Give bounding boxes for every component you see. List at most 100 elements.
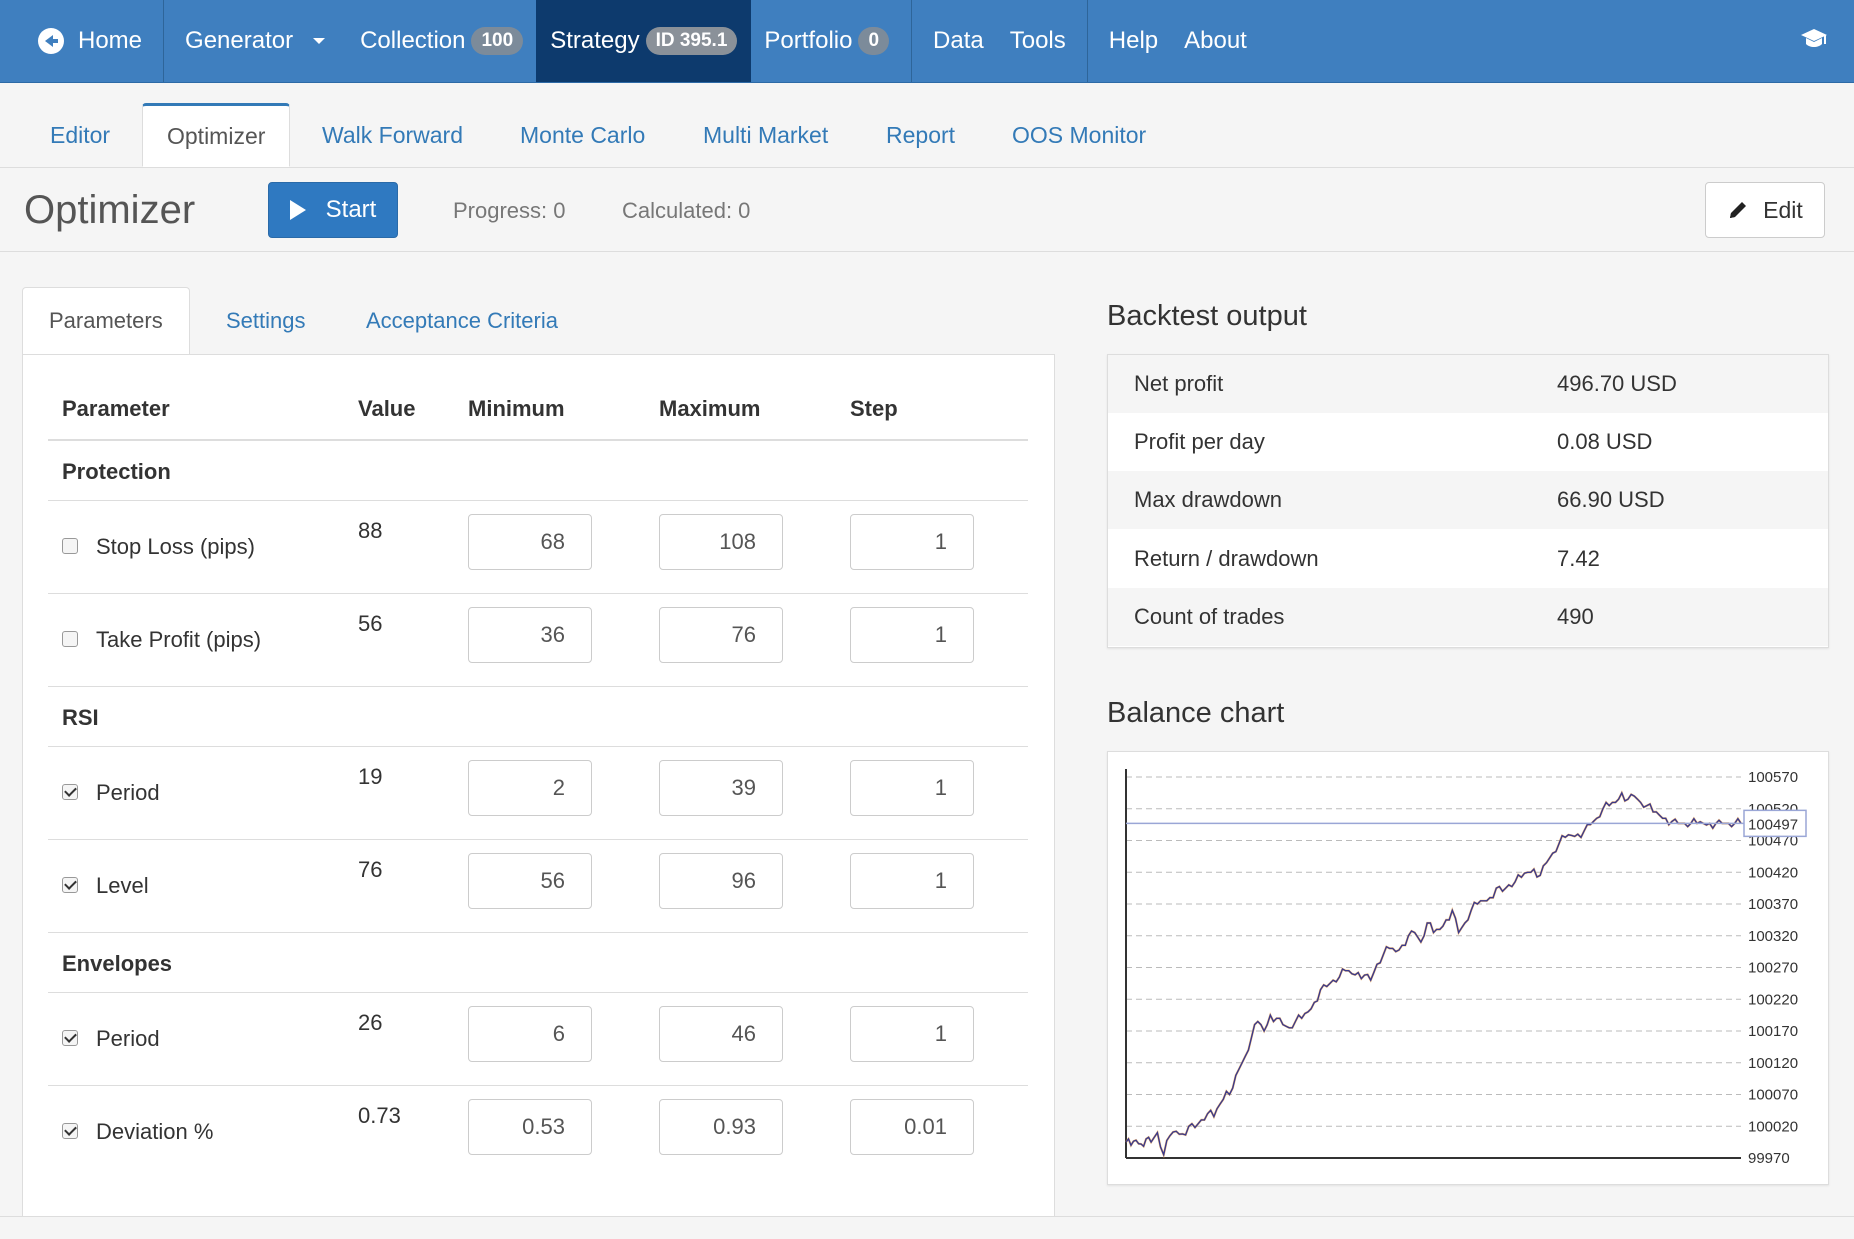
stop-loss-max-input[interactable]: 108 bbox=[659, 514, 783, 570]
nav-data[interactable]: Data bbox=[933, 27, 984, 54]
tab-report[interactable]: Report bbox=[886, 122, 956, 148]
backtest-output-title: Backtest output bbox=[1107, 300, 1307, 332]
balance-line-shadow bbox=[1125, 790, 1742, 1159]
rsi-level-max-input[interactable]: 96 bbox=[659, 853, 783, 909]
graduation-cap-icon[interactable] bbox=[1800, 27, 1828, 51]
col-header-minimum: Minimum bbox=[468, 396, 565, 421]
nav-tools[interactable]: Tools bbox=[1009, 27, 1066, 54]
tab-walk-forward[interactable]: Walk Forward bbox=[322, 122, 463, 148]
nav-group-home: Home bbox=[0, 0, 165, 82]
stat-value: 7.42 bbox=[1557, 546, 1600, 571]
tab-settings[interactable]: Settings bbox=[226, 308, 306, 333]
take-profit-min-input[interactable]: 36 bbox=[468, 607, 592, 663]
take-profit-step-input[interactable]: 1 bbox=[850, 607, 974, 663]
calculated-status: Calculated: 0 bbox=[622, 198, 751, 223]
stat-label: Profit per day bbox=[1134, 429, 1265, 454]
tab-parameters[interactable]: Parameters bbox=[22, 287, 190, 355]
tab-optimizer[interactable]: Optimizer bbox=[142, 103, 291, 167]
deviation-min-input[interactable]: 0.53 bbox=[468, 1099, 592, 1155]
nav-group-main: Generator Collection 100 Strategy ID 395… bbox=[164, 0, 913, 82]
rsi-level-step-input[interactable]: 1 bbox=[850, 853, 974, 909]
header-divider bbox=[48, 439, 1028, 441]
edit-button-label: Edit bbox=[1763, 196, 1803, 223]
nav-strategy[interactable]: Strategy ID 395.1 bbox=[536, 0, 752, 82]
col-header-parameter: Parameter bbox=[62, 396, 170, 421]
take-profit-checkbox[interactable] bbox=[62, 631, 78, 647]
row-divider bbox=[48, 746, 1028, 747]
deviation-max-input[interactable]: 0.93 bbox=[659, 1099, 783, 1155]
strategy-subtabs: Editor Optimizer Walk Forward Monte Carl… bbox=[0, 83, 1854, 168]
strategy-id-badge: ID 395.1 bbox=[645, 27, 738, 55]
y-tick-label: 100370 bbox=[1748, 896, 1798, 913]
envelopes-period-max-input[interactable]: 46 bbox=[659, 1006, 783, 1062]
optimizer-toolbar: Optimizer Start Progress: 0 Calculated: … bbox=[0, 168, 1854, 252]
nav-help[interactable]: Help bbox=[1108, 27, 1159, 54]
stat-row: Return / drawdown 7.42 bbox=[1108, 530, 1828, 588]
envelopes-period-min-input[interactable]: 6 bbox=[468, 1006, 592, 1062]
nav-portfolio[interactable]: Portfolio 0 bbox=[751, 0, 911, 82]
take-profit-max-input[interactable]: 76 bbox=[659, 607, 783, 663]
param-label: Period bbox=[96, 1026, 160, 1051]
tab-multi-market[interactable]: Multi Market bbox=[703, 122, 829, 148]
start-button[interactable]: Start bbox=[268, 182, 398, 238]
stop-loss-step-input[interactable]: 1 bbox=[850, 514, 974, 570]
stat-value: 490 bbox=[1557, 604, 1594, 629]
y-tick-label: 100420 bbox=[1748, 864, 1798, 881]
stat-row: Max drawdown 66.90 USD bbox=[1108, 471, 1828, 529]
rsi-period-checkbox[interactable] bbox=[62, 784, 78, 800]
tab-editor[interactable]: Editor bbox=[50, 122, 111, 148]
row-divider bbox=[48, 686, 1028, 687]
nav-home[interactable]: Home bbox=[26, 0, 155, 82]
nav-strategy-label: Strategy bbox=[550, 27, 640, 54]
rsi-period-min-input[interactable]: 2 bbox=[468, 760, 592, 816]
param-value: 88 bbox=[358, 518, 383, 543]
balance-chart-panel: 100570 100520 100470 100420 100370 100320 1002… bbox=[1107, 751, 1829, 1185]
edit-button[interactable]: Edit bbox=[1705, 182, 1825, 238]
param-label: Level bbox=[96, 873, 149, 898]
param-value: 76 bbox=[358, 857, 383, 882]
rsi-period-max-input[interactable]: 39 bbox=[659, 760, 783, 816]
stat-label: Count of trades bbox=[1134, 604, 1285, 629]
stat-value: 0.08 USD bbox=[1557, 429, 1653, 454]
rsi-level-checkbox[interactable] bbox=[62, 877, 78, 893]
stat-row: Net profit 496.70 USD bbox=[1108, 355, 1828, 413]
y-tick-label: 100270 bbox=[1748, 960, 1798, 977]
param-value: 56 bbox=[358, 611, 383, 636]
tab-oos-monitor[interactable]: OOS Monitor bbox=[1012, 122, 1147, 148]
row-divider bbox=[48, 1085, 1028, 1086]
col-header-step: Step bbox=[850, 396, 898, 421]
balance-chart-title: Balance chart bbox=[1107, 697, 1285, 729]
row-divider bbox=[48, 992, 1028, 993]
y-tick-label: 100220 bbox=[1748, 991, 1798, 1008]
stat-value: 496.70 USD bbox=[1557, 371, 1677, 396]
stop-loss-min-input[interactable]: 68 bbox=[468, 514, 592, 570]
y-tick-label: 100120 bbox=[1748, 1055, 1798, 1072]
nav-generator-label: Generator bbox=[185, 27, 294, 54]
balance-chart[interactable]: 1005701005201004701004201003701003201002… bbox=[1108, 752, 1828, 1184]
stat-label: Net profit bbox=[1134, 371, 1224, 396]
y-tick-label: 99970 bbox=[1748, 1150, 1790, 1167]
pencil-icon bbox=[1730, 202, 1747, 218]
chevron-down-icon[interactable] bbox=[313, 38, 326, 44]
tab-monte-carlo[interactable]: Monte Carlo bbox=[520, 122, 646, 148]
deviation-checkbox[interactable] bbox=[62, 1123, 78, 1139]
nav-portfolio-label: Portfolio bbox=[764, 27, 853, 54]
nav-about[interactable]: About bbox=[1184, 27, 1247, 54]
y-tick-label: 100020 bbox=[1748, 1118, 1798, 1135]
stop-loss-checkbox[interactable] bbox=[62, 538, 78, 554]
envelopes-period-step-input[interactable]: 1 bbox=[850, 1006, 974, 1062]
rsi-period-step-input[interactable]: 1 bbox=[850, 760, 974, 816]
deviation-step-input[interactable]: 0.01 bbox=[850, 1099, 974, 1155]
footer-strip bbox=[0, 1216, 1854, 1239]
nav-generator[interactable]: Generator bbox=[164, 0, 338, 82]
col-header-maximum: Maximum bbox=[659, 396, 761, 421]
rsi-level-min-input[interactable]: 56 bbox=[468, 853, 592, 909]
envelopes-period-checkbox[interactable] bbox=[62, 1030, 78, 1046]
nav-collection[interactable]: Collection 100 bbox=[338, 0, 536, 82]
backtest-stats-table: Net profit 496.70 USD Profit per day 0.0… bbox=[1107, 354, 1829, 648]
y-tick-label: 100170 bbox=[1748, 1023, 1798, 1040]
param-value: 0.73 bbox=[358, 1103, 401, 1128]
current-value-label: 100497 bbox=[1748, 816, 1798, 833]
tab-acceptance-criteria[interactable]: Acceptance Criteria bbox=[366, 308, 558, 333]
y-tick-label: 100070 bbox=[1748, 1087, 1798, 1104]
